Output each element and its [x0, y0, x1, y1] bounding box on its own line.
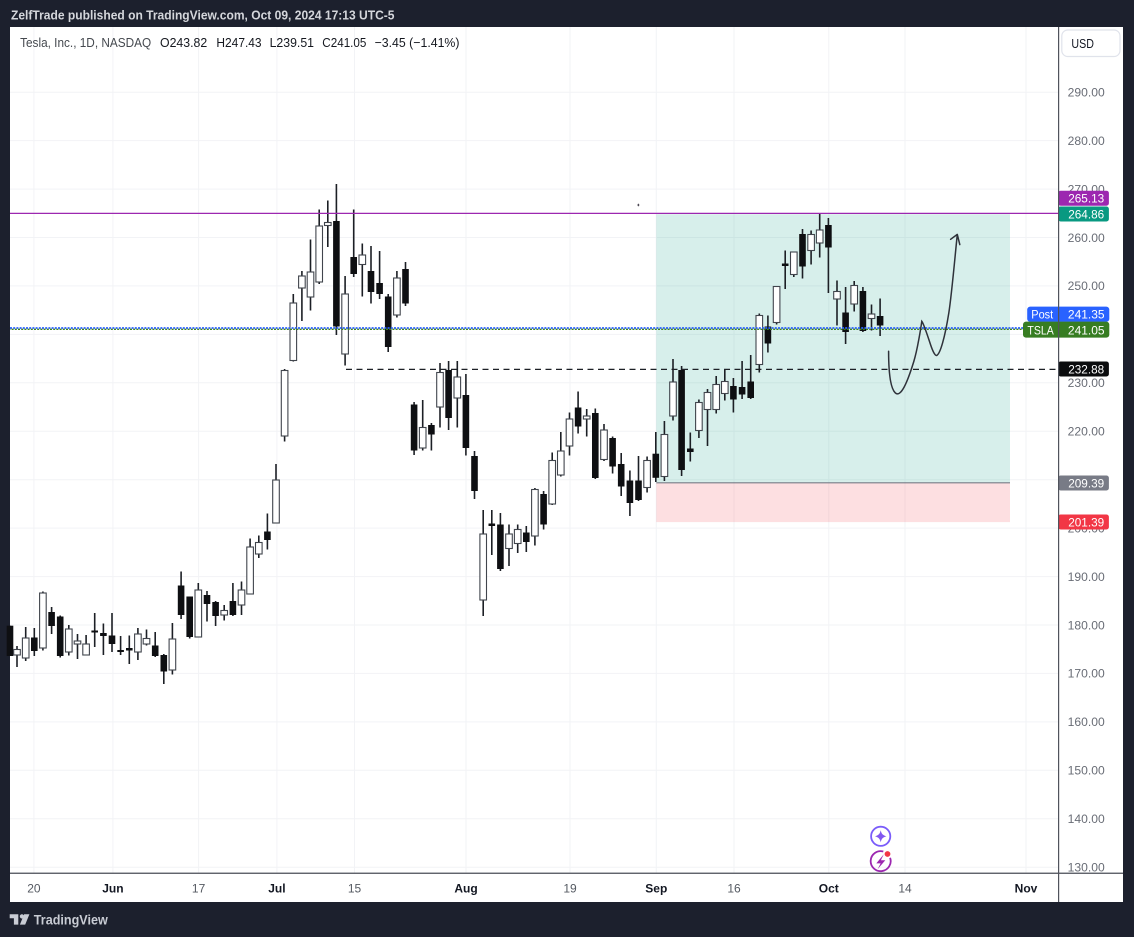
- svg-text:260.00: 260.00: [1068, 231, 1105, 245]
- svg-text:250.00: 250.00: [1068, 279, 1105, 293]
- svg-text:280.00: 280.00: [1068, 134, 1105, 148]
- svg-text:Sep: Sep: [645, 882, 667, 896]
- svg-text:15: 15: [348, 882, 362, 896]
- svg-text:17: 17: [192, 882, 206, 896]
- svg-text:265.13: 265.13: [1068, 192, 1104, 206]
- svg-text:ZelfTrade published on Trading: ZelfTrade published on TradingView.com, …: [11, 8, 395, 23]
- svg-text:O243.82: O243.82: [160, 35, 207, 50]
- svg-text:Tesla, Inc., 1D, NASDAQ: Tesla, Inc., 1D, NASDAQ: [20, 35, 151, 50]
- svg-text:190.00: 190.00: [1068, 570, 1105, 584]
- svg-text:16: 16: [727, 882, 741, 896]
- svg-text:C241.05: C241.05: [322, 35, 366, 50]
- svg-text:Oct: Oct: [819, 882, 839, 896]
- svg-text:Jun: Jun: [102, 882, 123, 896]
- svg-text:Post: Post: [1031, 308, 1054, 322]
- svg-text:180.00: 180.00: [1068, 618, 1105, 632]
- svg-text:241.05: 241.05: [1068, 323, 1105, 337]
- svg-text:130.00: 130.00: [1068, 861, 1105, 875]
- svg-text:19: 19: [563, 882, 577, 896]
- svg-text:220.00: 220.00: [1068, 425, 1105, 439]
- svg-text:Aug: Aug: [454, 882, 477, 896]
- svg-text:232.88: 232.88: [1068, 362, 1104, 376]
- svg-text:230.00: 230.00: [1068, 376, 1105, 390]
- svg-text:20: 20: [27, 882, 41, 896]
- svg-text:170.00: 170.00: [1068, 667, 1105, 681]
- svg-text:140.00: 140.00: [1068, 812, 1105, 826]
- svg-text:L239.51: L239.51: [270, 35, 314, 50]
- svg-text:241.35: 241.35: [1068, 308, 1105, 322]
- svg-text:150.00: 150.00: [1068, 764, 1105, 778]
- svg-text:264.86: 264.86: [1068, 207, 1104, 221]
- svg-text:−3.45 (−1.41%): −3.45 (−1.41%): [375, 35, 460, 50]
- svg-text:160.00: 160.00: [1068, 715, 1105, 729]
- svg-text:Nov: Nov: [1015, 882, 1038, 896]
- svg-text:290.00: 290.00: [1068, 86, 1105, 100]
- svg-text:14: 14: [898, 882, 912, 896]
- svg-text:TradingView: TradingView: [34, 912, 108, 927]
- svg-text:H247.43: H247.43: [216, 35, 261, 50]
- svg-text:USD: USD: [1071, 37, 1094, 51]
- svg-text:TSLA: TSLA: [1027, 323, 1053, 337]
- svg-text:201.39: 201.39: [1068, 515, 1104, 529]
- svg-text:209.39: 209.39: [1068, 476, 1104, 490]
- svg-text:Jul: Jul: [268, 882, 285, 896]
